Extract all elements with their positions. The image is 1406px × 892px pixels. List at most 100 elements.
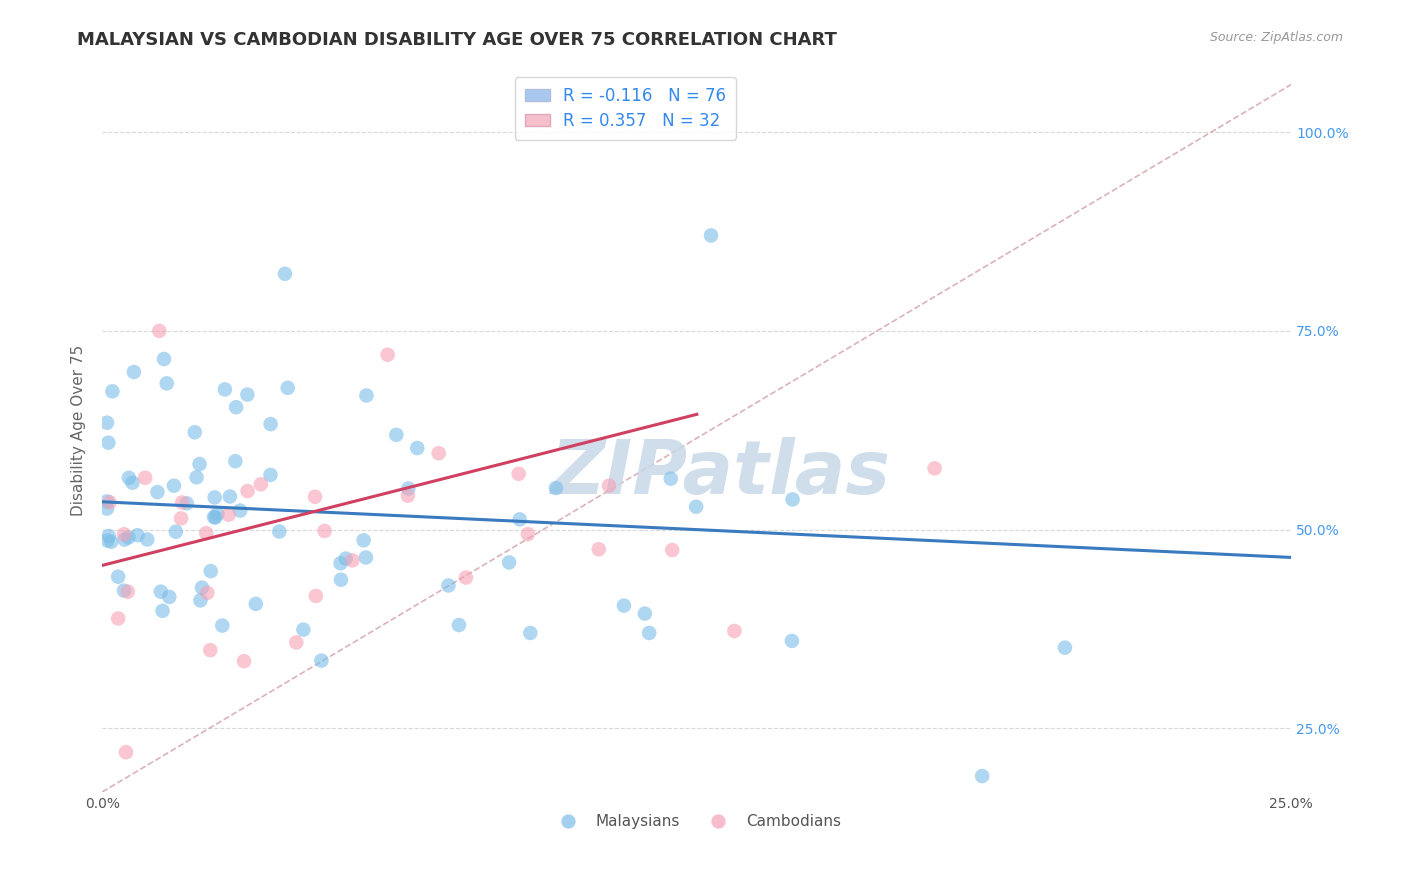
Point <box>396 482 419 496</box>
Point <box>233 654 256 668</box>
Point <box>335 551 357 566</box>
Point <box>165 524 187 539</box>
Point <box>277 381 299 395</box>
Point <box>354 550 377 565</box>
Point <box>204 491 226 505</box>
Point <box>972 769 994 783</box>
Point <box>96 416 118 430</box>
Point <box>172 495 194 509</box>
Point <box>356 388 378 402</box>
Point <box>685 500 707 514</box>
Point <box>97 529 120 543</box>
Point <box>163 478 186 492</box>
Point <box>134 471 156 485</box>
Point <box>122 365 145 379</box>
Point <box>508 467 530 481</box>
Point <box>188 457 211 471</box>
Point <box>225 401 247 415</box>
Text: ZIPatlas: ZIPatlas <box>551 437 890 510</box>
Point <box>195 526 218 541</box>
Point <box>292 623 315 637</box>
Text: MALAYSIAN VS CAMBODIAN DISABILITY AGE OVER 75 CORRELATION CHART: MALAYSIAN VS CAMBODIAN DISABILITY AGE OV… <box>77 31 837 49</box>
Point <box>112 527 135 541</box>
Point <box>588 542 610 557</box>
Point <box>723 624 745 638</box>
Point <box>191 581 214 595</box>
Point <box>700 228 723 243</box>
Point <box>101 384 124 399</box>
Point <box>96 501 118 516</box>
Point <box>634 607 657 621</box>
Point <box>112 583 135 598</box>
Point <box>117 530 139 544</box>
Point <box>385 427 408 442</box>
Point <box>97 435 120 450</box>
Point <box>454 570 477 584</box>
Point <box>447 618 470 632</box>
Point <box>924 461 946 475</box>
Point <box>269 524 291 539</box>
Point <box>195 586 218 600</box>
Point <box>176 496 198 510</box>
Point <box>330 573 353 587</box>
Point <box>245 597 267 611</box>
Y-axis label: Disability Age Over 75: Disability Age Over 75 <box>72 344 86 516</box>
Point <box>152 604 174 618</box>
Point <box>136 533 159 547</box>
Point <box>638 626 661 640</box>
Point <box>516 527 538 541</box>
Point <box>200 564 222 578</box>
Point <box>353 533 375 548</box>
Point <box>782 492 804 507</box>
Point <box>498 556 520 570</box>
Point <box>259 467 281 482</box>
Point <box>396 489 419 503</box>
Point <box>780 634 803 648</box>
Point <box>329 557 352 571</box>
Point <box>218 508 240 522</box>
Point <box>342 553 364 567</box>
Point <box>236 484 259 499</box>
Point <box>202 510 225 524</box>
Point <box>229 503 252 517</box>
Point <box>100 534 122 549</box>
Point <box>211 618 233 632</box>
Point <box>107 570 129 584</box>
Point <box>659 472 682 486</box>
Point <box>207 507 229 521</box>
Point <box>598 479 620 493</box>
Point <box>314 524 336 538</box>
Point <box>117 584 139 599</box>
Point <box>285 635 308 649</box>
Point <box>107 611 129 625</box>
Point <box>509 512 531 526</box>
Point <box>115 745 138 759</box>
Point <box>304 490 326 504</box>
Point <box>544 481 567 495</box>
Point <box>200 643 222 657</box>
Point <box>236 387 259 401</box>
Point <box>377 348 399 362</box>
Point <box>96 494 118 508</box>
Point <box>224 454 246 468</box>
Point <box>170 511 193 525</box>
Point <box>613 599 636 613</box>
Point <box>305 589 328 603</box>
Point <box>148 324 170 338</box>
Legend: Malaysians, Cambodians: Malaysians, Cambodians <box>547 808 846 835</box>
Point <box>156 376 179 391</box>
Point <box>661 543 683 558</box>
Text: Source: ZipAtlas.com: Source: ZipAtlas.com <box>1209 31 1343 45</box>
Point <box>311 654 333 668</box>
Point <box>259 417 281 431</box>
Point <box>427 446 450 460</box>
Point <box>519 626 541 640</box>
Point <box>274 267 297 281</box>
Point <box>96 533 118 548</box>
Point <box>204 510 226 524</box>
Point <box>186 470 208 484</box>
Point <box>146 485 169 500</box>
Point <box>184 425 207 440</box>
Point <box>157 590 180 604</box>
Point <box>437 578 460 592</box>
